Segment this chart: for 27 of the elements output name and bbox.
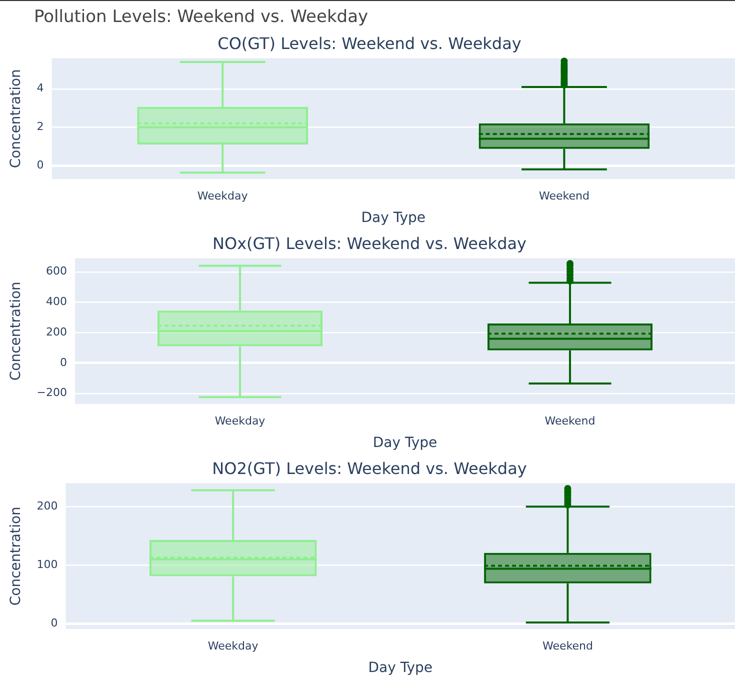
y-axis-title: Concentration [8, 69, 24, 168]
y-tick-label: 200 [36, 499, 58, 512]
y-tick-label: 0 [60, 356, 68, 369]
x-tick-label: Weekday [197, 189, 248, 202]
chart-title: NO2(GT) Levels: Weekend vs. Weekday [212, 458, 527, 478]
x-tick-label: Weekend [542, 639, 593, 652]
x-tick-label: Weekend [544, 414, 596, 428]
y-tick-label: 2 [36, 120, 44, 134]
chart-subtitle: CO(GT) Levels: Weekend vs. Weekday [218, 34, 522, 53]
y-axis-title: Concentration [8, 506, 24, 606]
y-tick-label: 200 [46, 325, 68, 338]
y-tick-label: 400 [46, 295, 68, 308]
y-tick-label: 100 [36, 558, 58, 572]
x-axis-title: Day Type [361, 210, 426, 226]
x-axis-title: Day Type [368, 660, 433, 676]
y-axis-title: Concentration [8, 282, 24, 381]
y-tick-label: 0 [36, 158, 44, 172]
x-tick-label: Weekday [214, 414, 266, 428]
chart-title: Pollution Levels: Weekend vs. Weekday [0, 0, 735, 31]
x-tick-label: Weekend [538, 189, 590, 202]
y-tick-label: 4 [36, 82, 44, 95]
y-tick-label: 600 [46, 264, 68, 278]
x-axis-title: Day Type [372, 435, 438, 452]
y-tick-label: 0 [50, 616, 58, 630]
y-tick-label: −200 [36, 386, 68, 400]
x-tick-label: Weekday [208, 639, 259, 652]
chart-title: NOx(GT) Levels: Weekend vs. Weekday [212, 234, 526, 253]
